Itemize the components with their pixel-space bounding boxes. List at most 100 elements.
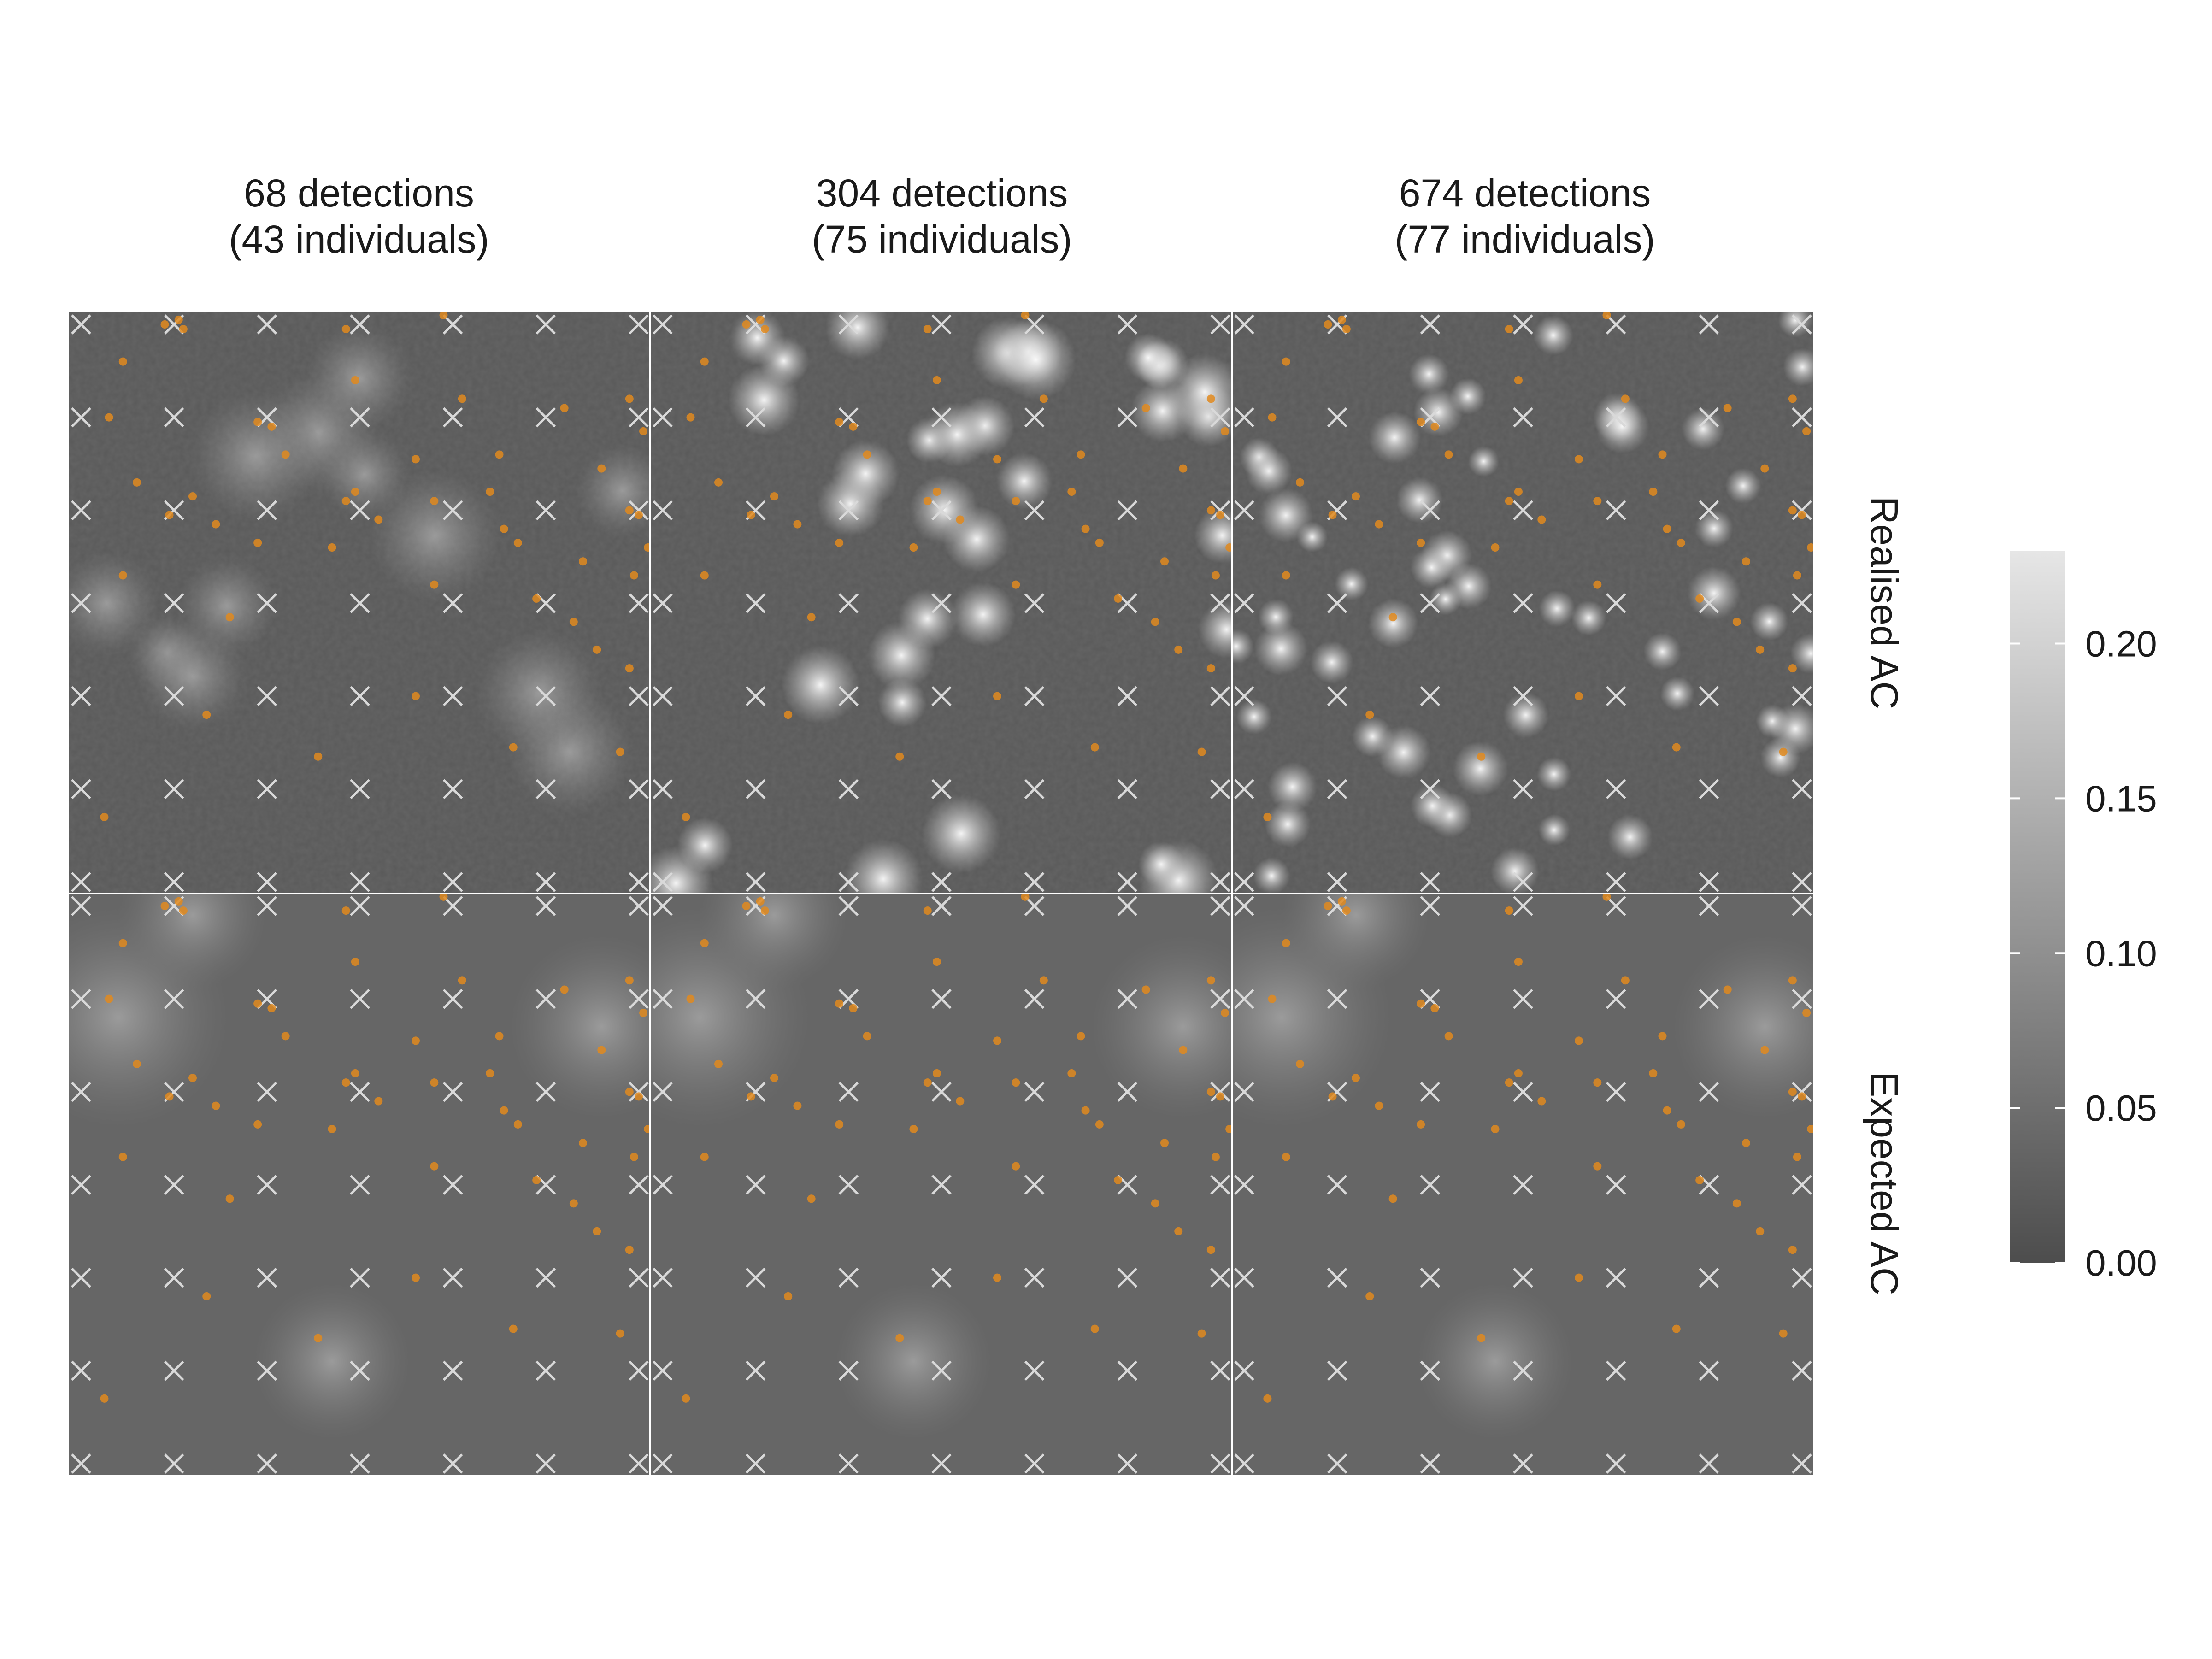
activity-centre-point <box>933 1069 941 1077</box>
activity-centre-point <box>212 1102 220 1110</box>
activity-centre-point <box>105 995 113 1003</box>
activity-centre-point <box>910 543 918 552</box>
activity-centre-point <box>993 455 1001 463</box>
activity-centre-point <box>1756 646 1764 654</box>
activity-centre-point <box>625 1246 634 1254</box>
activity-centre-point <box>579 1139 587 1147</box>
activity-centre-point <box>1282 1153 1290 1161</box>
activity-centre-point <box>1329 511 1337 519</box>
activity-centre-point <box>267 1004 276 1012</box>
activity-centre-point <box>1151 618 1159 626</box>
colorbar-tick-label: 0.20 <box>2085 624 2157 665</box>
activity-centre-point <box>1221 1009 1229 1017</box>
activity-centre-point <box>1216 1092 1224 1100</box>
activity-centre-point <box>500 525 508 533</box>
activity-centre-point <box>687 413 695 422</box>
activity-centre-point <box>924 497 932 505</box>
activity-centre-point <box>253 1000 262 1008</box>
panel-r2-c1 <box>7 841 694 1475</box>
activity-centre-point <box>1603 311 1611 319</box>
activity-centre-point <box>1342 906 1351 915</box>
activity-centre-point <box>714 1060 723 1068</box>
activity-centre-point <box>1788 664 1797 672</box>
activity-centre-point <box>1040 976 1048 984</box>
activity-centre-point <box>863 1032 871 1040</box>
activity-centre-point <box>1417 539 1425 547</box>
activity-centre-point <box>933 958 941 966</box>
activity-centre-point <box>1263 813 1271 821</box>
colorbar-tick-label: 0.15 <box>2085 778 2157 819</box>
activity-centre-point <box>458 394 466 403</box>
activity-centre-point <box>597 465 606 473</box>
density-blob <box>1672 934 1858 1120</box>
activity-centre-point <box>1779 1330 1788 1338</box>
activity-centre-point <box>1807 543 1815 552</box>
activity-centre-point <box>1695 594 1704 603</box>
activity-centre-point <box>342 325 350 333</box>
activity-centre-point <box>625 1088 634 1096</box>
activity-centre-point <box>1151 1199 1159 1207</box>
activity-centre-point <box>616 1330 624 1338</box>
activity-centre-point <box>161 902 169 910</box>
activity-centre-point <box>1788 1088 1797 1096</box>
activity-centre-point <box>1445 1032 1453 1040</box>
activity-centre-point <box>770 492 778 500</box>
panel-r2-c3 <box>1170 841 1858 1475</box>
panel-r2-c2-content <box>588 841 1276 1475</box>
activity-centre-point <box>1672 1325 1681 1333</box>
column-title-2-line2: (75 individuals) <box>812 218 1072 261</box>
column-title-3-line1: 674 detections <box>1399 171 1651 215</box>
activity-centre-point <box>956 516 964 524</box>
activity-centre-point <box>1114 594 1122 603</box>
density-blob <box>1416 1282 1574 1441</box>
activity-centre-point <box>630 1153 638 1161</box>
activity-centre-point <box>179 906 188 915</box>
activity-centre-point <box>756 897 765 906</box>
activity-centre-point <box>1142 404 1150 412</box>
row-label-expected: Expected AC <box>1863 1071 1906 1295</box>
activity-centre-point <box>440 311 448 319</box>
activity-centre-point <box>933 488 941 496</box>
activity-centre-point <box>700 358 709 366</box>
activity-centre-point <box>430 1162 438 1171</box>
activity-centre-point <box>1338 316 1346 324</box>
activity-centre-point <box>910 1125 918 1133</box>
activity-centre-point <box>1077 1032 1085 1040</box>
activity-centre-point <box>342 906 350 915</box>
activity-centre-point <box>509 743 518 752</box>
activity-centre-point <box>1514 488 1523 496</box>
activity-centre-point <box>593 1227 601 1235</box>
activity-centre-point <box>700 571 709 580</box>
activity-centre-point <box>1352 492 1360 500</box>
activity-centre-point <box>849 1004 857 1012</box>
activity-centre-point <box>430 581 438 589</box>
activity-centre-point <box>630 571 638 580</box>
activity-centre-point <box>993 692 1001 700</box>
activity-centre-point <box>1477 1334 1485 1342</box>
density-blob <box>253 1282 411 1441</box>
activity-centre-point <box>342 497 350 505</box>
panel-r1-c2-content <box>639 295 1255 920</box>
activity-centre-point <box>1263 1394 1271 1403</box>
activity-centre-point <box>1575 1274 1583 1282</box>
activity-centre-point <box>682 1394 690 1403</box>
activity-centre-point <box>1575 692 1583 700</box>
activity-centre-point <box>1268 995 1277 1003</box>
activity-centre-point <box>1798 1092 1806 1100</box>
activity-centre-point <box>1012 1078 1020 1087</box>
activity-centre-point <box>212 520 220 529</box>
activity-centre-point <box>625 394 634 403</box>
activity-centre-point <box>282 450 290 459</box>
activity-centre-point <box>1491 1125 1500 1133</box>
activity-centre-point <box>1282 939 1290 947</box>
activity-centre-point <box>1174 1227 1182 1235</box>
activity-centre-point <box>1338 897 1346 906</box>
activity-centre-point <box>1430 423 1439 431</box>
activity-centre-point <box>807 1194 816 1203</box>
column-title-2-line1: 304 detections <box>816 171 1068 215</box>
activity-centre-point <box>1537 516 1546 524</box>
panel-r1-c1 <box>54 311 669 893</box>
activity-centre-point <box>202 711 211 719</box>
activity-centre-point <box>1505 1078 1513 1087</box>
